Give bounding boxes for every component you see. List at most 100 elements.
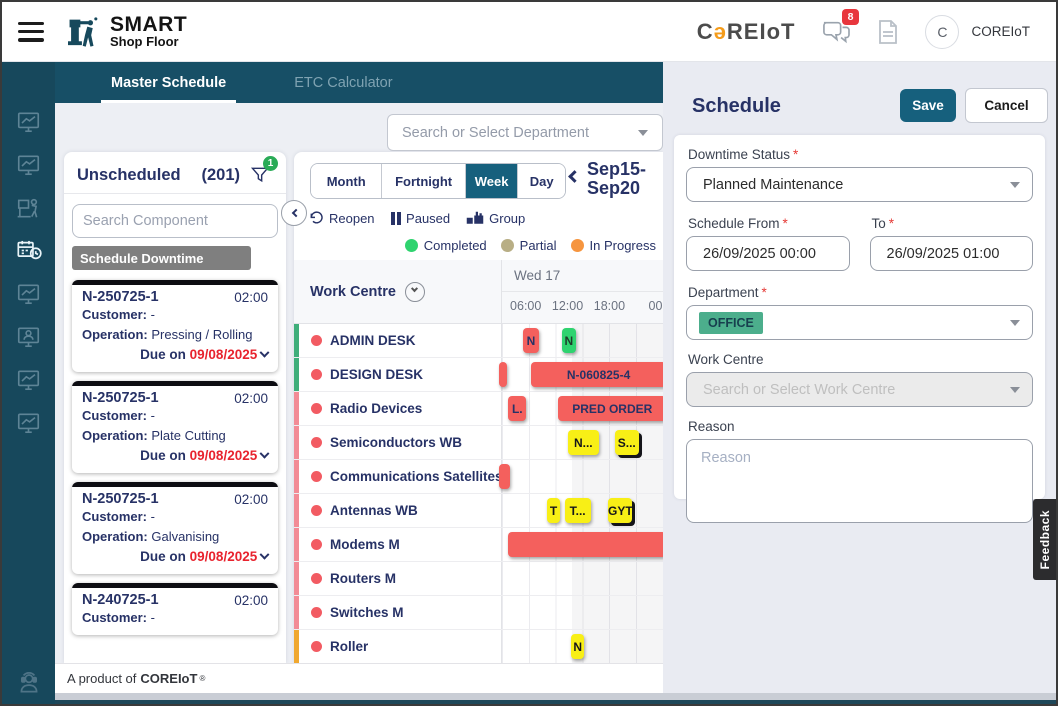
work-centre-cell[interactable]: Routers M: [294, 562, 502, 595]
work-centre-cell[interactable]: Modems M: [294, 528, 502, 561]
job-customer: Customer: -: [82, 408, 155, 423]
gantt-bar[interactable]: [508, 532, 663, 557]
gantt-bar[interactable]: [498, 362, 507, 387]
filter-button[interactable]: 1: [250, 156, 278, 185]
reason-textarea[interactable]: [686, 439, 1033, 523]
documents-button[interactable]: [877, 19, 899, 45]
schedule-from-label: Schedule From *: [688, 216, 788, 231]
work-centre-name: Radio Devices: [330, 401, 423, 416]
work-centre-cell[interactable]: Switches M: [294, 596, 502, 629]
gantt-bar[interactable]: N...: [568, 430, 599, 455]
unscheduled-job-card[interactable]: N-240725-1 02:00 Customer: -: [72, 583, 278, 635]
gantt-bar[interactable]: S...: [614, 430, 639, 455]
unscheduled-job-card[interactable]: N-250725-1 02:00 Customer: - Operation: P…: [72, 280, 278, 372]
work-centre-name: Modems M: [330, 537, 400, 552]
row-status-strip: [294, 630, 299, 663]
department-select[interactable]: OFFICE: [686, 305, 1033, 340]
action-paused[interactable]: Paused: [390, 211, 450, 226]
gantt-actions: Reopen Paused Group: [308, 210, 533, 226]
gantt-lane: N: [502, 630, 663, 663]
view-button-day[interactable]: Day: [518, 164, 565, 198]
job-duration: 02:00: [234, 390, 268, 406]
schedule-form: Downtime Status * Planned Maintenance Sch…: [674, 135, 1045, 523]
downtime-status-select[interactable]: Planned Maintenance: [686, 167, 1033, 202]
component-search[interactable]: [72, 204, 278, 238]
sidebar-item-analytics[interactable]: [2, 143, 55, 186]
schedule-downtime-button[interactable]: Schedule Downtime: [72, 246, 251, 270]
sidebar-item-support[interactable]: [2, 670, 55, 696]
work-centre-name: Semiconductors WB: [330, 435, 463, 450]
gantt-bar[interactable]: N-060825-4: [530, 362, 663, 387]
legend-item: In Progress: [570, 238, 656, 253]
gantt-bar[interactable]: N: [522, 328, 540, 353]
job-id: N-240725-1: [82, 592, 159, 608]
sidebar-item-master-schedule[interactable]: [2, 229, 55, 272]
previous-period-button[interactable]: [568, 168, 581, 186]
sidebar-items: [2, 62, 55, 444]
gantt-bar[interactable]: T: [547, 498, 560, 523]
view-button-month[interactable]: Month: [311, 164, 383, 198]
tab-master-schedule[interactable]: Master Schedule: [97, 62, 240, 103]
gantt-bar[interactable]: N: [561, 328, 577, 353]
view-button-fortnight[interactable]: Fortnight: [382, 164, 466, 198]
work-centre-cell[interactable]: Roller: [294, 630, 502, 663]
chevron-down-icon: [1010, 181, 1020, 188]
work-centre-cell[interactable]: Radio Devices: [294, 392, 502, 425]
bottom-strip: [55, 693, 1056, 700]
save-button[interactable]: Save: [900, 89, 956, 122]
schedule-to-input[interactable]: 26/09/2025 01:00: [869, 236, 1033, 271]
department-filter-select[interactable]: Search or Select Department: [387, 114, 663, 151]
user-name[interactable]: COREIoT: [971, 24, 1030, 39]
gantt-bar[interactable]: PRED ORDER: [558, 396, 663, 421]
sidebar-item-metrics[interactable]: [2, 358, 55, 401]
search-input[interactable]: [83, 213, 270, 229]
feedback-tab[interactable]: Feedback: [1033, 499, 1056, 580]
gantt-bar[interactable]: T...: [564, 498, 591, 523]
cancel-button[interactable]: Cancel: [965, 88, 1048, 123]
view-button-week[interactable]: Week: [465, 164, 519, 198]
tab-etc-calculator[interactable]: ETC Calculator: [294, 74, 393, 91]
department-chip: OFFICE: [699, 311, 763, 334]
work-centre-cell[interactable]: Communications Satellites: [294, 460, 502, 493]
chevron-down-icon: [638, 129, 648, 136]
unscheduled-job-card[interactable]: N-250725-1 02:00 Customer: - Operation: P…: [72, 381, 278, 473]
legend-dot: [570, 239, 584, 252]
work-centre-cell[interactable]: ADMIN DESK: [294, 324, 502, 357]
row-status-strip: [294, 324, 299, 357]
sidebar-item-operator-view[interactable]: [2, 315, 55, 358]
sidebar-item-dashboard[interactable]: [2, 100, 55, 143]
work-centre-status-dot: [311, 437, 322, 448]
hamburger-menu-icon[interactable]: [18, 21, 44, 42]
action-reopen[interactable]: Reopen: [308, 210, 375, 226]
sidebar-item-reports[interactable]: [2, 272, 55, 315]
gantt-bar[interactable]: L.: [508, 396, 527, 421]
job-due-date[interactable]: Due on 09/08/2025: [82, 446, 270, 466]
legend-item: Completed: [404, 238, 487, 253]
work-centre-cell[interactable]: Semiconductors WB: [294, 426, 502, 459]
work-centre-select[interactable]: Search or Select Work Centre: [686, 372, 1033, 407]
action-group[interactable]: Group: [466, 211, 525, 226]
gantt-lane: [502, 596, 663, 629]
job-due-date[interactable]: Due on 09/08/2025: [82, 345, 270, 365]
chevron-down-icon: [1010, 386, 1020, 393]
work-centre-cell[interactable]: DESIGN DESK: [294, 358, 502, 391]
notifications-button[interactable]: 8: [821, 8, 860, 45]
work-centre-sort-button[interactable]: [404, 281, 425, 302]
gantt-row: Switches M: [294, 596, 663, 630]
work-centre-cell[interactable]: Antennas WB: [294, 494, 502, 527]
collapse-panel-button[interactable]: [281, 200, 307, 226]
gantt-bar[interactable]: [498, 464, 511, 489]
schedule-from-input[interactable]: 26/09/2025 00:00: [686, 236, 850, 271]
department-filter-placeholder: Search or Select Department: [402, 124, 589, 141]
sidebar-item-operator-station[interactable]: [2, 186, 55, 229]
unscheduled-job-card[interactable]: N-250725-1 02:00 Customer: - Operation: G…: [72, 482, 278, 574]
user-avatar[interactable]: C: [925, 14, 960, 49]
filter-count-badge: 1: [263, 156, 278, 171]
gantt-bar[interactable]: N: [571, 634, 585, 659]
job-due-date[interactable]: Due on 09/08/2025: [82, 547, 270, 567]
sidebar-item-kpi[interactable]: [2, 401, 55, 444]
row-status-strip: [294, 358, 299, 391]
gantt-bar[interactable]: GYT: [608, 498, 633, 523]
row-status-strip: [294, 596, 299, 629]
